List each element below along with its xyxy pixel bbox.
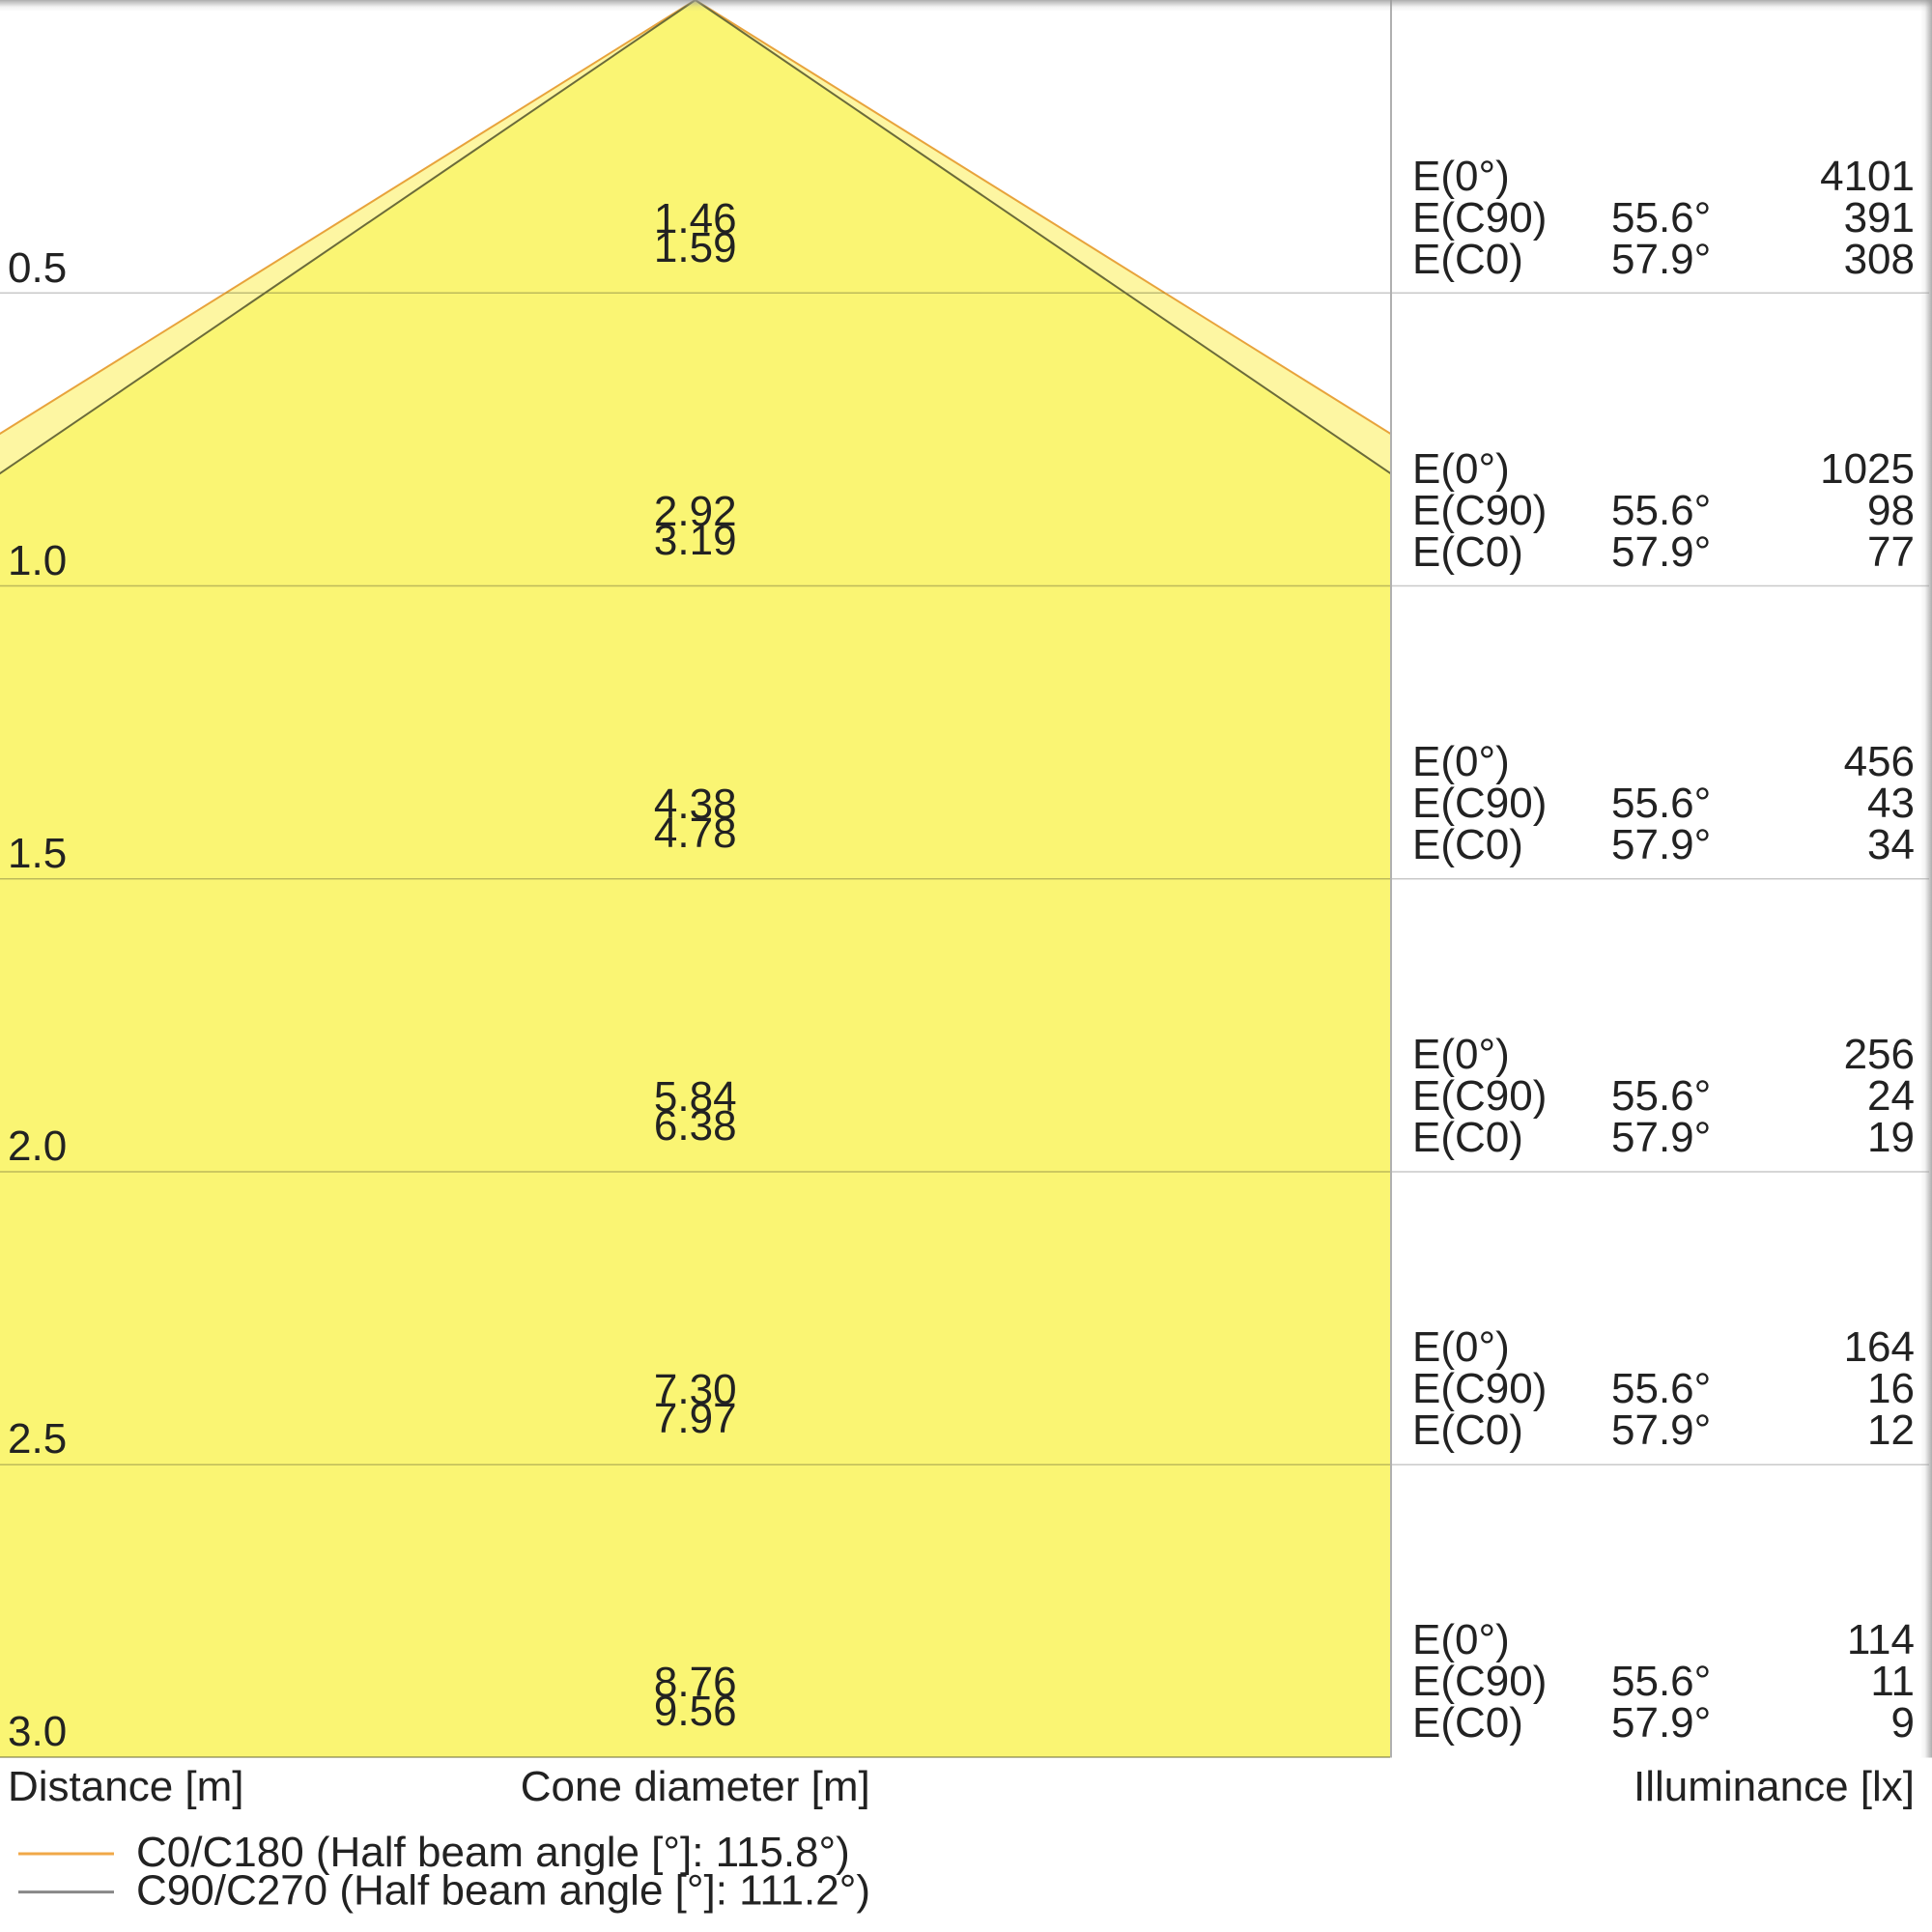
svg-text:55.6°: 55.6° <box>1611 1072 1711 1120</box>
svg-text:E(C0): E(C0) <box>1412 1406 1523 1454</box>
svg-text:114: 114 <box>1847 1616 1915 1663</box>
svg-text:E(0°): E(0°) <box>1412 738 1510 785</box>
svg-text:2.0: 2.0 <box>8 1122 67 1170</box>
svg-text:391: 391 <box>1844 194 1915 242</box>
svg-text:98: 98 <box>1867 487 1915 534</box>
svg-text:9.56: 9.56 <box>654 1688 737 1735</box>
svg-text:55.6°: 55.6° <box>1611 1365 1711 1412</box>
svg-text:E(C90): E(C90) <box>1412 780 1547 827</box>
svg-text:1.5: 1.5 <box>8 830 67 877</box>
svg-text:E(C90): E(C90) <box>1412 1658 1547 1705</box>
svg-text:2.5: 2.5 <box>8 1415 67 1463</box>
svg-text:43: 43 <box>1867 780 1915 827</box>
svg-text:E(0°): E(0°) <box>1412 1031 1510 1078</box>
svg-text:Distance [m]: Distance [m] <box>8 1763 244 1810</box>
svg-text:11: 11 <box>1870 1658 1915 1705</box>
svg-text:57.9°: 57.9° <box>1611 1406 1711 1454</box>
svg-text:77: 77 <box>1867 528 1915 576</box>
svg-text:55.6°: 55.6° <box>1611 1658 1711 1705</box>
svg-text:57.9°: 57.9° <box>1611 528 1711 576</box>
svg-text:4.78: 4.78 <box>654 810 737 857</box>
svg-text:0.5: 0.5 <box>8 244 67 292</box>
svg-text:308: 308 <box>1844 236 1915 283</box>
svg-text:E(C90): E(C90) <box>1412 194 1547 242</box>
svg-text:E(C0): E(C0) <box>1412 1114 1523 1161</box>
svg-text:9: 9 <box>1891 1699 1915 1747</box>
svg-text:57.9°: 57.9° <box>1611 1699 1711 1747</box>
svg-text:19: 19 <box>1867 1114 1915 1161</box>
svg-text:3.19: 3.19 <box>654 517 737 564</box>
svg-text:55.6°: 55.6° <box>1611 780 1711 827</box>
svg-text:E(0°): E(0°) <box>1412 153 1510 200</box>
svg-text:3.0: 3.0 <box>8 1708 67 1755</box>
svg-text:1.59: 1.59 <box>654 224 737 271</box>
svg-text:57.9°: 57.9° <box>1611 821 1711 868</box>
svg-text:Cone diameter [m]: Cone diameter [m] <box>521 1763 870 1810</box>
svg-text:256: 256 <box>1844 1031 1915 1078</box>
svg-text:E(C90): E(C90) <box>1412 1365 1547 1412</box>
svg-text:E(0°): E(0°) <box>1412 1616 1510 1663</box>
svg-text:55.6°: 55.6° <box>1611 487 1711 534</box>
svg-text:57.9°: 57.9° <box>1611 1114 1711 1161</box>
svg-text:E(0°): E(0°) <box>1412 445 1510 493</box>
svg-text:12: 12 <box>1867 1406 1915 1454</box>
svg-text:1025: 1025 <box>1820 445 1915 493</box>
svg-text:E(0°): E(0°) <box>1412 1323 1510 1371</box>
svg-text:E(C0): E(C0) <box>1412 1699 1523 1747</box>
svg-text:E(C90): E(C90) <box>1412 487 1547 534</box>
svg-text:456: 456 <box>1844 738 1915 785</box>
svg-text:C90/C270 (Half beam angle [°]:: C90/C270 (Half beam angle [°]: 111.2°) <box>136 1867 870 1915</box>
svg-text:E(C0): E(C0) <box>1412 236 1523 283</box>
svg-text:164: 164 <box>1844 1323 1915 1371</box>
svg-text:E(C0): E(C0) <box>1412 528 1523 576</box>
svg-text:1.0: 1.0 <box>8 537 67 584</box>
svg-text:Illuminance [lx]: Illuminance [lx] <box>1634 1763 1915 1810</box>
svg-text:4101: 4101 <box>1820 153 1915 200</box>
svg-text:16: 16 <box>1867 1365 1915 1412</box>
svg-text:E(C90): E(C90) <box>1412 1072 1547 1120</box>
svg-text:57.9°: 57.9° <box>1611 236 1711 283</box>
svg-text:24: 24 <box>1867 1072 1915 1120</box>
svg-text:55.6°: 55.6° <box>1611 194 1711 242</box>
svg-text:6.38: 6.38 <box>654 1102 737 1150</box>
svg-text:7.97: 7.97 <box>654 1395 737 1442</box>
svg-text:E(C0): E(C0) <box>1412 821 1523 868</box>
svg-text:34: 34 <box>1867 821 1915 868</box>
